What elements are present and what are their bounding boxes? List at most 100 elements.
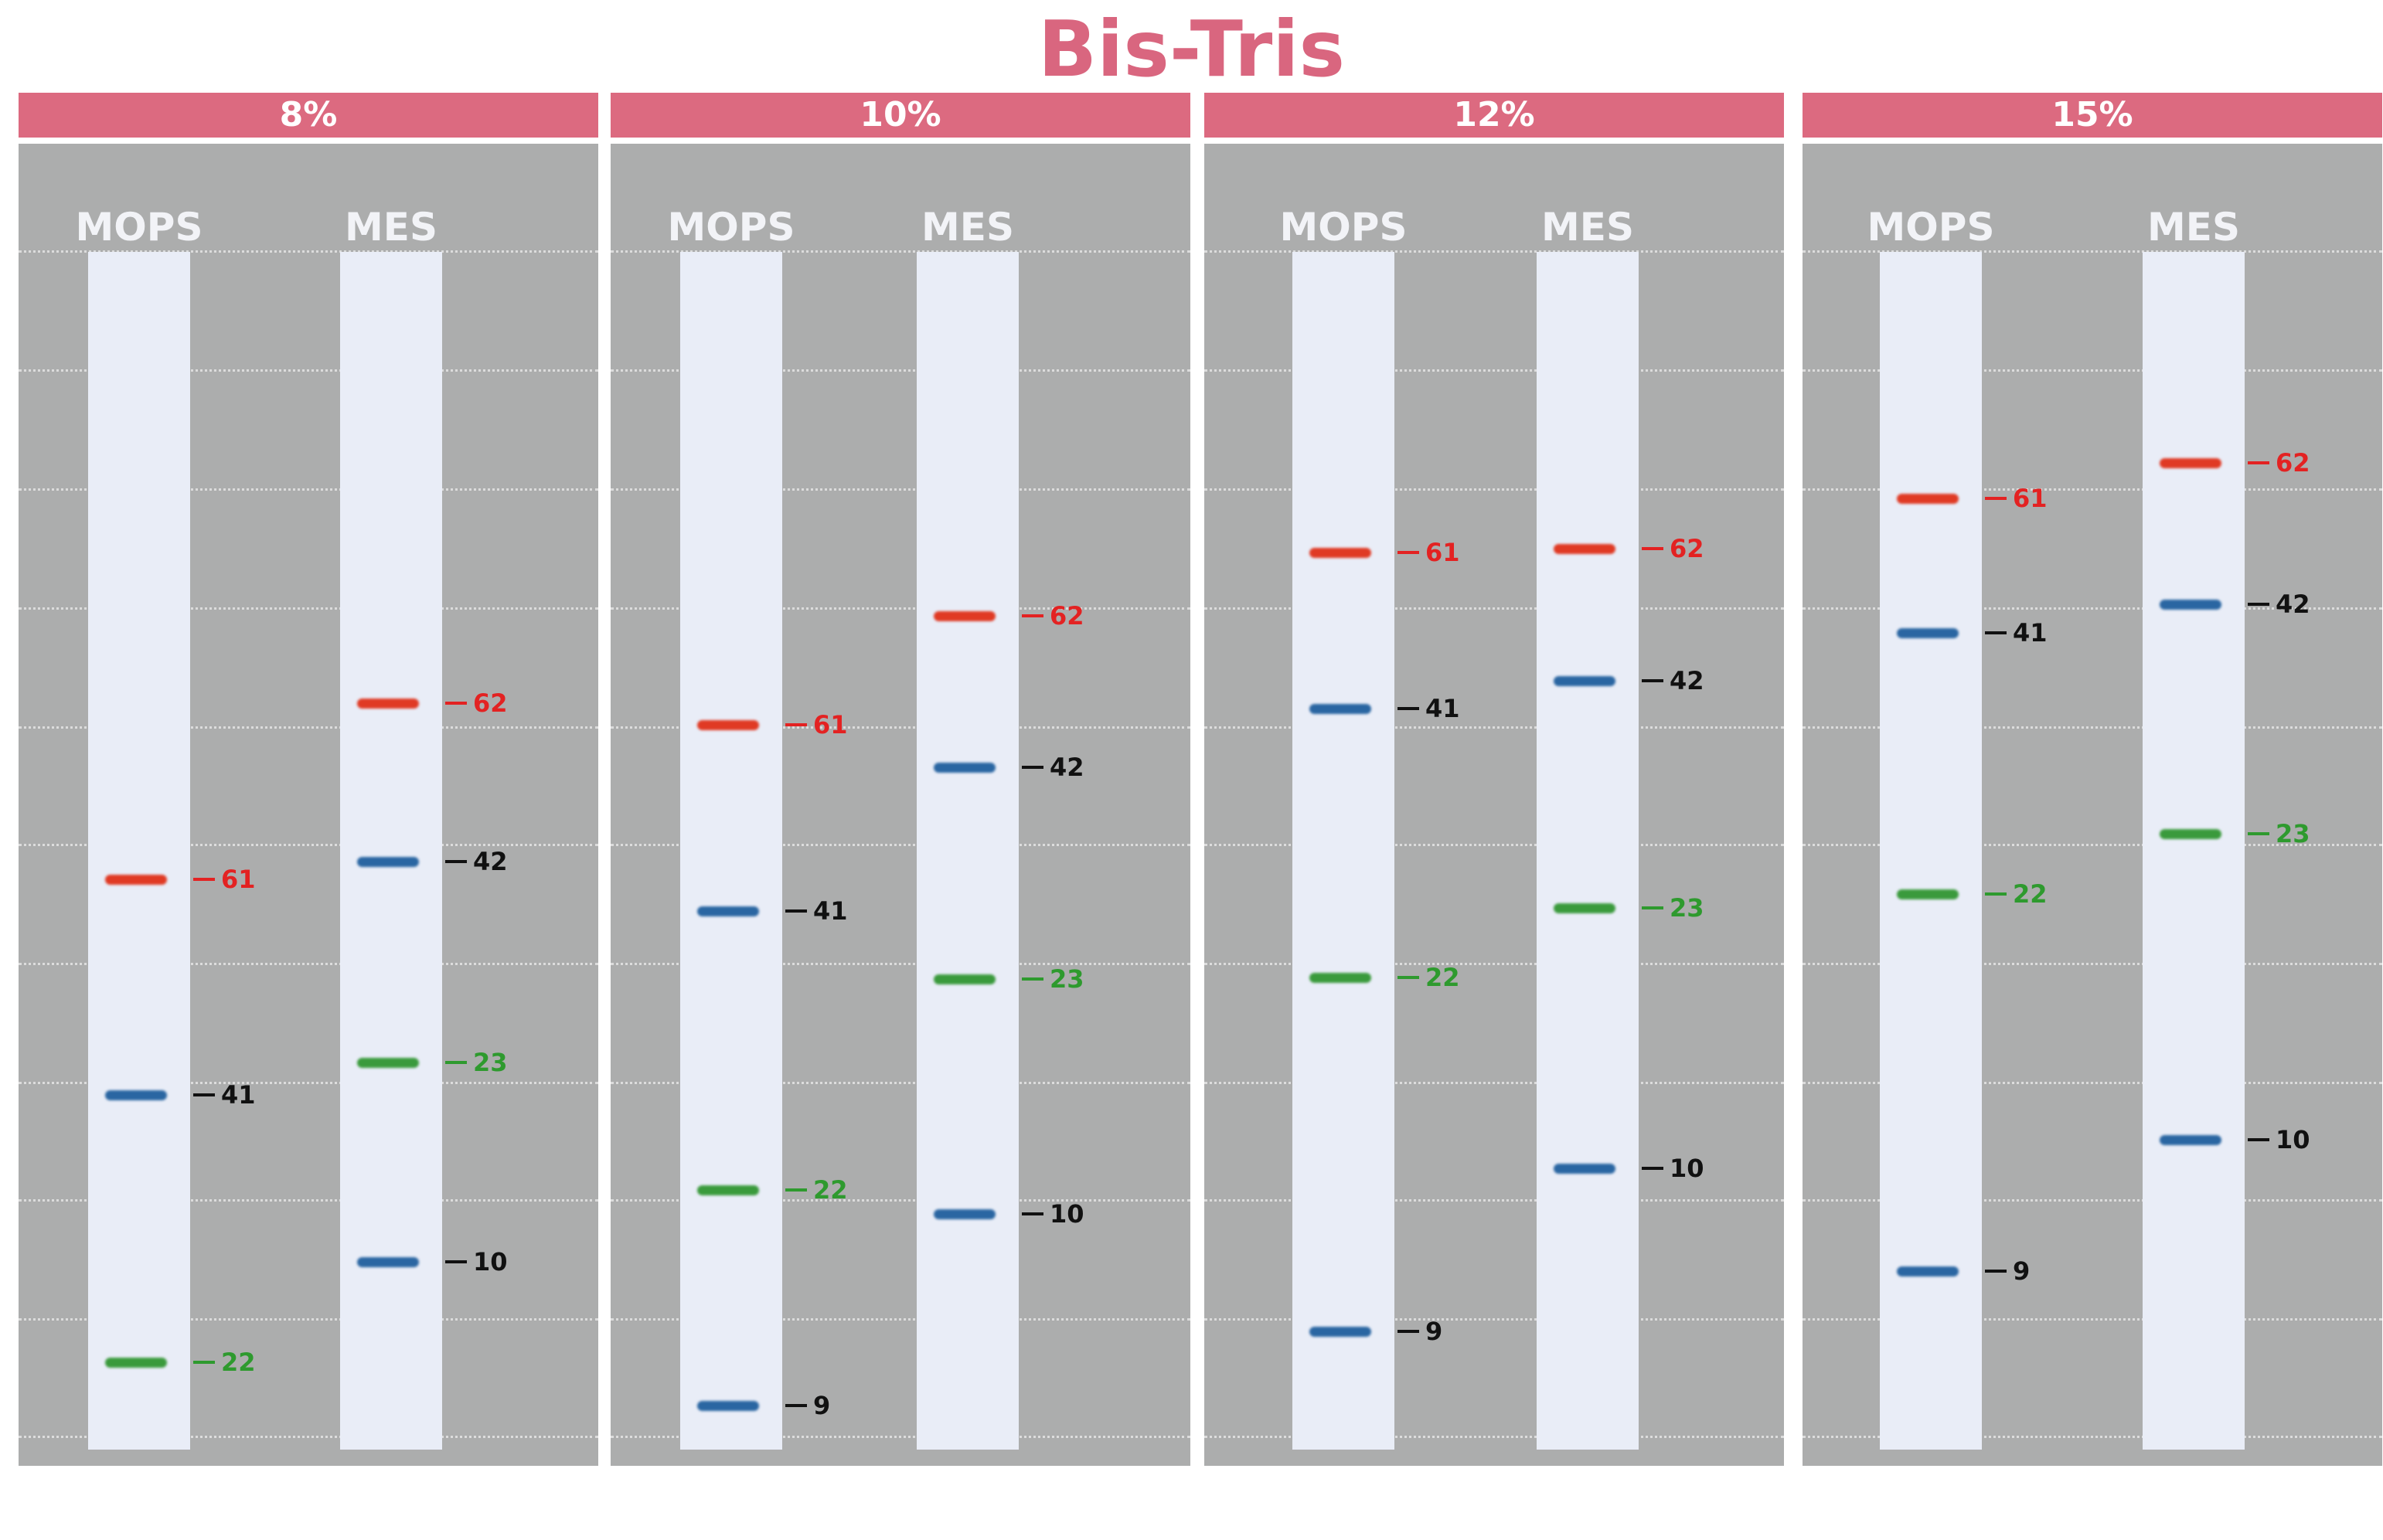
gridline <box>19 1082 598 1084</box>
gridline <box>611 1199 1190 1202</box>
gridline <box>1803 963 2382 965</box>
protein-band <box>1309 548 1371 559</box>
panel-header: 12% <box>1204 93 1784 138</box>
band-label: 10 <box>1670 1153 1704 1183</box>
protein-band <box>1897 1266 1959 1277</box>
protein-band <box>1897 889 1959 899</box>
gel-lane <box>1880 252 1982 1450</box>
band-label: 62 <box>473 688 508 719</box>
protein-band <box>105 1357 167 1368</box>
band-label: 9 <box>2013 1256 2031 1287</box>
lane-label: MES <box>345 205 437 250</box>
gridline <box>19 726 598 729</box>
gridline <box>611 369 1190 372</box>
protein-band <box>697 720 759 731</box>
band-label: 42 <box>473 846 508 876</box>
panel-body <box>1204 144 1784 1466</box>
band-label: 10 <box>473 1246 508 1277</box>
band-tick <box>785 1188 807 1192</box>
gridline <box>19 1318 598 1321</box>
gridline <box>1204 726 1784 729</box>
gridline <box>19 488 598 491</box>
band-tick <box>1397 976 1419 980</box>
band-label: 62 <box>1670 534 1704 564</box>
gridline <box>611 1436 1190 1438</box>
gridline <box>19 1199 598 1202</box>
protein-band <box>2160 599 2221 610</box>
band-tick <box>1642 678 1663 682</box>
lane-label: MOPS <box>1279 205 1408 250</box>
band-label: 41 <box>2013 617 2048 648</box>
protein-band <box>934 762 996 773</box>
gel-panel: 10% MOPS 61 41 22 9 MES 62 42 23 10 <box>611 93 1190 1466</box>
band-label: 62 <box>2276 447 2310 478</box>
gridline <box>1204 1318 1784 1321</box>
band-tick <box>1985 1270 2007 1273</box>
lane-label: MOPS <box>75 205 203 250</box>
band-label: 23 <box>2276 819 2310 849</box>
band-tick <box>1397 1329 1419 1333</box>
band-label: 9 <box>1425 1316 1443 1346</box>
gel-lane <box>340 252 442 1450</box>
panel-header: 15% <box>1803 93 2382 138</box>
gridline <box>611 1318 1190 1321</box>
gel-lane <box>2143 252 2245 1450</box>
gridline <box>1204 488 1784 491</box>
protein-band <box>357 1256 419 1267</box>
protein-band <box>934 1209 996 1219</box>
band-label: 61 <box>1425 538 1460 568</box>
gridline <box>1204 369 1784 372</box>
gridline <box>1803 844 2382 846</box>
band-tick <box>2248 1137 2269 1141</box>
protein-band <box>2160 1134 2221 1145</box>
gridline <box>1204 1199 1784 1202</box>
gridline <box>1204 963 1784 965</box>
band-label: 22 <box>2013 879 2048 909</box>
band-tick <box>1985 631 2007 634</box>
gel-panel: 12% MOPS 61 41 22 9 MES 62 42 23 10 <box>1204 93 1784 1466</box>
lane-label: MOPS <box>667 205 795 250</box>
gridline <box>19 250 598 253</box>
protein-band <box>105 1090 167 1101</box>
protein-band <box>1309 973 1371 984</box>
protein-band <box>105 875 167 886</box>
protein-band <box>1554 903 1615 914</box>
protein-band <box>697 1400 759 1411</box>
gridline <box>19 607 598 610</box>
gridline <box>1803 250 2382 253</box>
gridline <box>611 726 1190 729</box>
band-tick <box>2248 602 2269 606</box>
band-tick <box>445 1061 467 1065</box>
protein-band <box>1897 627 1959 638</box>
gridline <box>611 844 1190 846</box>
band-tick <box>445 859 467 863</box>
band-tick <box>2248 461 2269 464</box>
band-tick <box>1642 547 1663 551</box>
gridline <box>1204 844 1784 846</box>
band-label: 61 <box>813 710 848 740</box>
gridline <box>611 1082 1190 1084</box>
gridline <box>19 844 598 846</box>
protein-band <box>357 699 419 709</box>
lane-label: MOPS <box>1867 205 1995 250</box>
protein-band <box>1554 1163 1615 1174</box>
band-tick <box>193 1093 215 1097</box>
band-label: 42 <box>2276 589 2310 619</box>
gridline <box>1204 250 1784 253</box>
protein-band <box>1309 1326 1371 1337</box>
gridline <box>1803 607 2382 610</box>
gel-lane <box>88 252 190 1450</box>
protein-band <box>697 906 759 916</box>
page-title: Bis-Tris <box>1037 4 1346 94</box>
band-tick <box>1642 1166 1663 1170</box>
protein-band <box>1309 703 1371 714</box>
band-tick <box>785 1403 807 1407</box>
lane-label: MES <box>1541 205 1634 250</box>
protein-band <box>934 974 996 984</box>
gridline <box>611 488 1190 491</box>
gridline <box>19 369 598 372</box>
band-tick <box>193 878 215 882</box>
panel-header: 10% <box>611 93 1190 138</box>
band-tick <box>1642 906 1663 910</box>
protein-band <box>357 856 419 867</box>
